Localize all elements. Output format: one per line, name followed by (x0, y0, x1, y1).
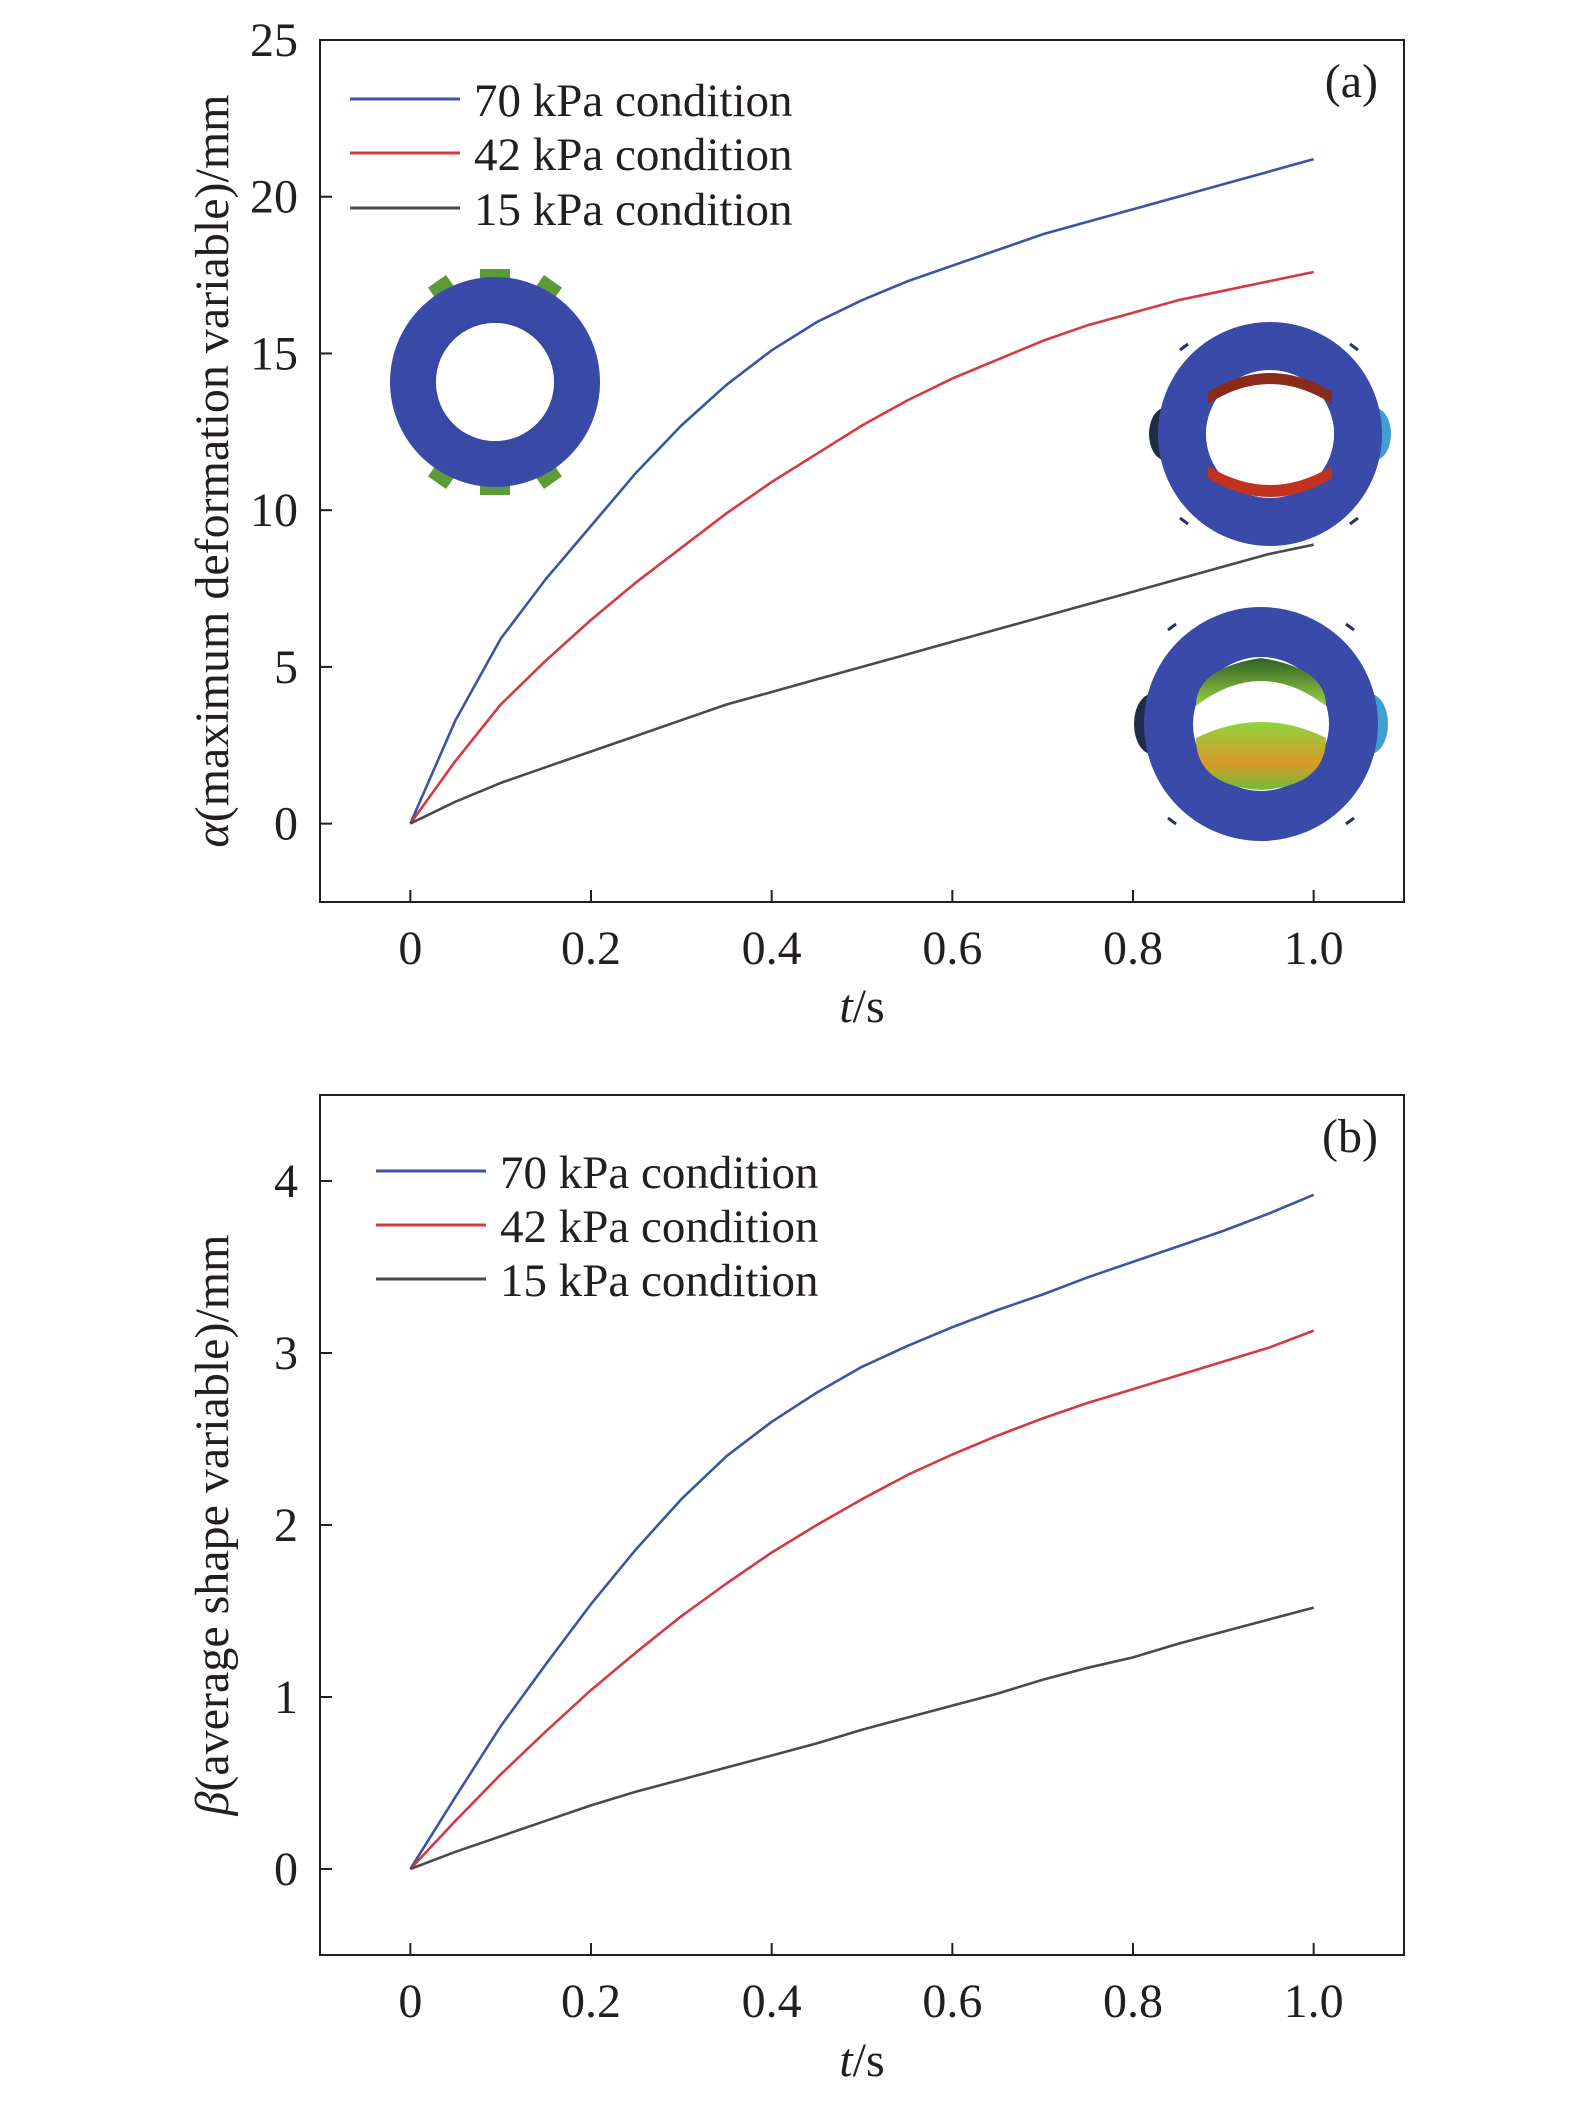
panel-label: (a) (1325, 55, 1378, 108)
x-tick-labels: 0 0.2 0.4 0.6 0.8 1.0 (398, 1975, 1343, 2028)
series-line-70-kpa (409, 1193, 1315, 1870)
x-tick-label: 1.0 (1284, 922, 1344, 975)
y-tick-label: 10 (250, 484, 298, 537)
plot-frame (319, 39, 1405, 903)
x-tick-label: 0.6 (922, 922, 982, 975)
legend-item-15kpa: 15 kPa condition (376, 1255, 819, 1307)
series-line-15-kpa (409, 1606, 1315, 1871)
y-tick-label: 3 (274, 1327, 298, 1380)
legend-label: 42 kPa condition (500, 1201, 819, 1253)
y-tick-labels: 0 5 10 15 20 25 (250, 14, 298, 851)
legend-item-70kpa: 70 kPa condition (350, 75, 793, 127)
legend-label: 70 kPa condition (500, 1147, 819, 1199)
x-tick-labels: 0 0.2 0.4 0.6 0.8 1.0 (398, 922, 1343, 975)
y-tick-label: 0 (274, 1843, 298, 1896)
series-lines (409, 1193, 1315, 1871)
series-line-42-kpa (409, 1329, 1315, 1870)
legend: 70 kPa condition 42 kPa condition 15 kPa… (376, 1147, 819, 1307)
y-axis-title: α(maximum deformation variable)/mm (186, 95, 239, 848)
y-tick-label: 1 (274, 1671, 298, 1724)
x-tick-label: 0.6 (922, 1975, 982, 2028)
legend-item-42kpa: 42 kPa condition (350, 129, 793, 181)
legend: 70 kPa condition 42 kPa condition 15 kPa… (350, 75, 793, 236)
x-tick-label: 0.2 (561, 1975, 621, 2028)
y-tick-label: 5 (274, 641, 298, 694)
legend-item-15kpa: 15 kPa condition (350, 184, 793, 236)
y-tick-label: 0 (274, 798, 298, 851)
x-tick-label: 0 (398, 1975, 422, 2028)
axis-ticks (320, 1180, 1315, 1955)
series-line-70-kpa (409, 157, 1315, 825)
x-tick-label: 0.4 (742, 922, 802, 975)
legend-label: 42 kPa condition (474, 129, 793, 181)
x-axis-title: t/s (839, 980, 884, 1033)
legend-item-70kpa: 70 kPa condition (376, 1147, 819, 1199)
y-tick-label: 15 (250, 327, 298, 380)
y-tick-label: 20 (250, 171, 298, 224)
legend-label: 70 kPa condition (474, 75, 793, 127)
y-tick-label: 4 (274, 1155, 298, 1208)
x-tick-label: 0.4 (742, 1975, 802, 2028)
y-tick-label: 25 (250, 14, 298, 67)
legend-label: 15 kPa condition (500, 1255, 819, 1307)
ring-inset-image-1 (390, 269, 600, 495)
x-tick-label: 0 (398, 922, 422, 975)
x-tick-label: 1.0 (1284, 1975, 1344, 2028)
series-line-15-kpa (409, 543, 1314, 825)
series-line-42-kpa (409, 270, 1314, 825)
legend-item-42kpa: 42 kPa condition (376, 1201, 819, 1253)
ring-inset-image-2 (1149, 322, 1391, 546)
legend-label: 15 kPa condition (474, 184, 793, 236)
x-tick-label: 0.2 (561, 922, 621, 975)
y-axis-title: β(average shape variable)/mm (186, 1235, 239, 1817)
ring-inset-image-3 (1134, 607, 1388, 841)
panel-label: (b) (1322, 1110, 1378, 1163)
axis-ticks (320, 39, 1315, 902)
panel-a: 0 5 10 15 20 25 0 0.2 0.4 0.6 0.8 1.0 α(maximum de… (186, 14, 1405, 1033)
series-lines (409, 157, 1315, 825)
y-tick-labels: 0 1 2 3 4 (274, 1155, 298, 1896)
x-axis-title: t/s (839, 2034, 884, 2087)
panel-b: 0 1 2 3 4 0 0.2 0.4 0.6 0.8 1.0 β(average shape v… (186, 1094, 1405, 2087)
y-tick-label: 2 (274, 1499, 298, 1552)
x-tick-label: 0.8 (1103, 922, 1163, 975)
x-tick-label: 0.8 (1103, 1975, 1163, 2028)
